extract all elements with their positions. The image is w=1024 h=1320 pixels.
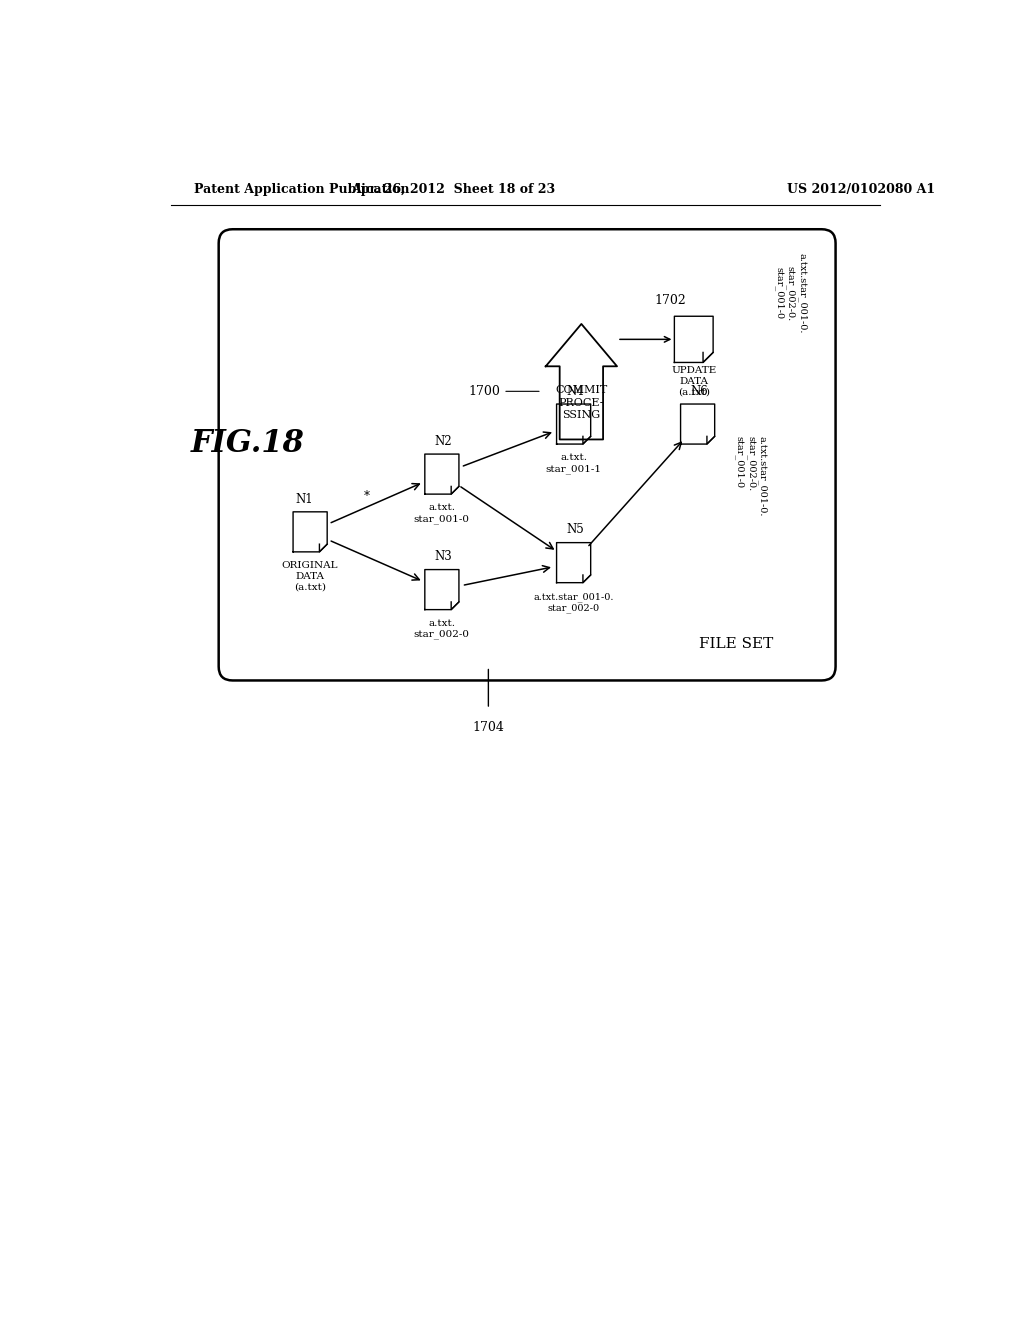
Text: a.txt.star_001-0.
star_002-0: a.txt.star_001-0. star_002-0 [534,591,613,612]
Polygon shape [681,404,715,444]
Text: N5: N5 [566,524,584,536]
Text: N4: N4 [566,385,584,397]
Text: N2: N2 [434,434,453,447]
Text: 1700: 1700 [469,385,501,397]
Polygon shape [425,570,459,610]
Text: FIG.18: FIG.18 [191,428,305,459]
Text: N3: N3 [434,550,453,564]
Text: Patent Application Publication: Patent Application Publication [194,182,410,195]
Polygon shape [557,543,591,582]
Polygon shape [425,454,459,494]
Text: FILE SET: FILE SET [699,636,773,651]
Text: a.txt.
star_001-1: a.txt. star_001-1 [546,453,602,474]
Text: a.txt.star_001-0.
star_002-0.
star_001-0: a.txt.star_001-0. star_002-0. star_001-0 [774,253,807,334]
Text: a.txt.
star_001-0: a.txt. star_001-0 [414,503,470,524]
Polygon shape [675,317,713,363]
Polygon shape [546,323,617,440]
Text: US 2012/0102080 A1: US 2012/0102080 A1 [786,182,935,195]
Text: 1704: 1704 [472,721,504,734]
Text: 1702: 1702 [654,294,686,308]
FancyBboxPatch shape [219,230,836,681]
Text: COMMIT
PROCE-
SSING: COMMIT PROCE- SSING [555,385,607,420]
Text: N6: N6 [690,385,708,397]
Text: Apr. 26, 2012  Sheet 18 of 23: Apr. 26, 2012 Sheet 18 of 23 [351,182,556,195]
Text: *: * [364,490,370,503]
Text: N1: N1 [295,492,312,506]
Text: ORIGINAL
DATA
(a.txt): ORIGINAL DATA (a.txt) [282,561,338,591]
Text: UPDATE
DATA
(a.txt): UPDATE DATA (a.txt) [671,367,717,396]
Polygon shape [293,512,328,552]
Polygon shape [557,404,591,444]
Text: a.txt.star_001-0.
star_002-0.
star_001-0: a.txt.star_001-0. star_002-0. star_001-0 [735,436,767,516]
Text: a.txt.
star_002-0: a.txt. star_002-0 [414,619,470,639]
